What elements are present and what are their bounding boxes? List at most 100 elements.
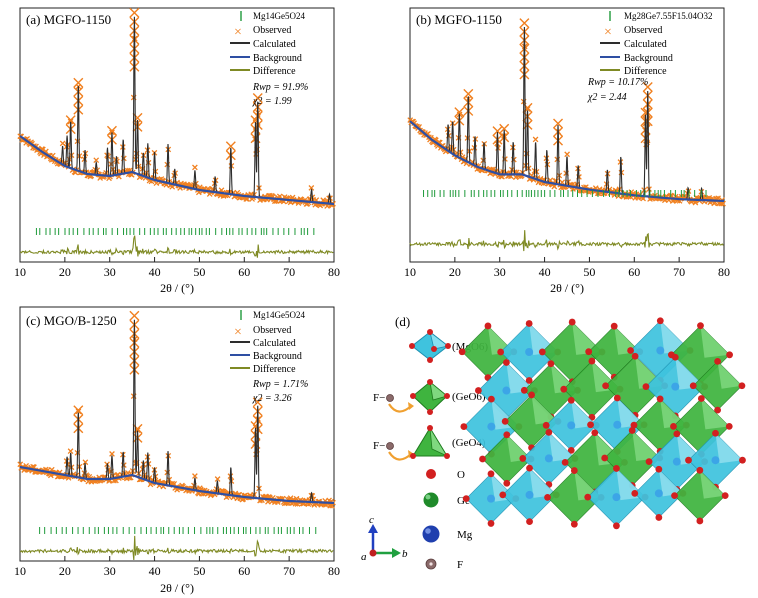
observed-point (192, 164, 198, 171)
polyhedron-face (571, 400, 597, 429)
o-atom (670, 422, 677, 430)
x-tick-label: 40 (539, 265, 551, 279)
polyhedron-face (699, 470, 726, 499)
mg-center (525, 490, 534, 499)
observed-point (524, 106, 531, 112)
o-atom (645, 458, 653, 466)
o-atom (561, 458, 569, 466)
o-atom (526, 518, 533, 526)
mg-center (612, 493, 621, 502)
legend-difference-label: Difference (253, 364, 296, 375)
observed-peak-marker (73, 77, 84, 88)
x-tick-label: 10 (14, 265, 26, 279)
difference-line (19, 535, 334, 561)
f-ion-label-2: F− (373, 440, 385, 452)
o-atom (568, 318, 576, 326)
panel-d: (d) (MgO6) F− (GeO6) F− (361, 314, 746, 571)
o-atom (656, 317, 664, 325)
x-tick-label: 80 (718, 265, 730, 279)
x-tick-label: 70 (673, 265, 685, 279)
o-atom (484, 322, 492, 330)
o-atom (487, 470, 495, 478)
o-atom (739, 456, 746, 464)
chi2-text: χ2 = 3.26 (252, 393, 292, 404)
legend-difference-label: Difference (253, 66, 296, 77)
observed-point (67, 448, 74, 455)
mg-center (672, 457, 681, 466)
observed-series (407, 18, 726, 207)
o-atom (671, 492, 678, 500)
o-atom (547, 360, 555, 368)
o-atom (503, 479, 511, 487)
o-atom (613, 522, 620, 530)
observed-peak-marker (454, 107, 465, 118)
o-atom (685, 456, 692, 464)
polyhedron-face (506, 434, 532, 463)
mg-atom-highlight (425, 528, 431, 534)
o-atom (696, 466, 704, 474)
x-tick-label: 70 (283, 564, 295, 578)
panel-b-x-ticks: 10 20 30 40 50 60 70 80 (404, 257, 730, 279)
observed-point (75, 408, 82, 415)
o-atom (570, 467, 578, 474)
legend-observed-marker: × (604, 25, 612, 40)
o-atom (725, 422, 733, 430)
polyhedron-face (700, 325, 730, 358)
f-ion-icon (386, 394, 394, 402)
observed-peak-marker (553, 118, 564, 129)
legend-observed-marker: × (234, 25, 242, 40)
ge-atom-icon (423, 492, 439, 508)
mg-center (656, 346, 665, 355)
observed-peak-marker (132, 112, 143, 123)
o-atom (631, 489, 639, 497)
o-atom (526, 464, 533, 472)
crystal-axes-icon (368, 524, 401, 558)
observed-point (308, 185, 315, 191)
axis-b-label: b (402, 548, 408, 560)
crystal-structure-image (458, 317, 746, 530)
x-tick-label: 80 (328, 265, 340, 279)
observed-peak-marker (73, 405, 84, 416)
mg-center (487, 494, 496, 503)
o-atom-icon (426, 469, 436, 479)
legend-phase-label: Mg14Ge5O24 (253, 310, 305, 320)
o-atom (656, 395, 664, 403)
o-atom (655, 514, 663, 521)
o-atom (726, 351, 733, 359)
o-atom (601, 454, 609, 462)
o-atom (602, 382, 610, 390)
o-atom (474, 387, 482, 394)
mg-center (525, 347, 534, 356)
o-atom (525, 320, 533, 327)
o-atom (628, 427, 636, 434)
polyhedron-face (617, 398, 645, 428)
polyhedron-face (529, 468, 557, 498)
observed-peak-marker (522, 102, 533, 113)
o-atom (587, 421, 594, 429)
o-atom (462, 495, 470, 503)
ge-atom-highlight (425, 494, 431, 500)
observed-peak-marker (65, 115, 76, 126)
arrow-icon (388, 403, 412, 413)
arrowhead-icon (408, 402, 414, 410)
o-atom (560, 385, 568, 393)
o-atom (542, 421, 550, 429)
x-tick-label: 80 (328, 564, 340, 578)
o-atom (538, 348, 546, 356)
legend-observed-label: Observed (253, 325, 291, 336)
polyhedron-face (658, 469, 683, 497)
legend-calculated-label: Calculated (253, 39, 296, 50)
observed-point (214, 476, 221, 482)
observed-peak-marker (252, 397, 263, 408)
background-line (19, 465, 335, 505)
o-atom (591, 429, 599, 437)
x-tick-label: 50 (583, 265, 595, 279)
o-atom (714, 357, 721, 365)
o-atom (721, 492, 729, 500)
panel-c-plot (17, 310, 336, 561)
f-atom-center (429, 562, 433, 566)
x-tick-label: 30 (494, 265, 506, 279)
observed-peak-marker (106, 125, 117, 136)
background-line (409, 120, 725, 203)
o-atom (613, 394, 621, 402)
